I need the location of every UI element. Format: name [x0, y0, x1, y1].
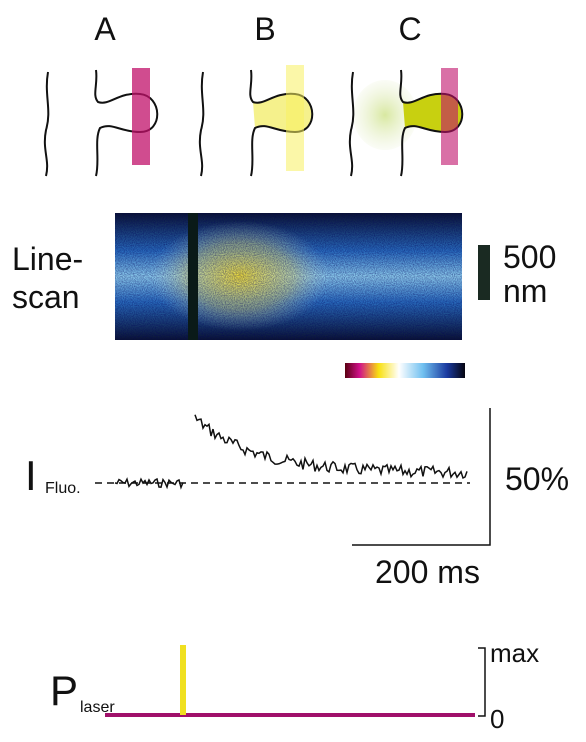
- scale-unit: nm: [503, 273, 547, 309]
- scale-value: 500: [503, 239, 556, 275]
- trace-subscript: Fluo.: [45, 480, 81, 497]
- figure: A B C Line- scan 500 nm I Fluo. 50% 200 …: [0, 0, 586, 742]
- laser-min: 0: [490, 704, 504, 734]
- y-scale-label: 50%: [505, 461, 569, 497]
- colorbar: [345, 363, 465, 378]
- linescan-label: scan: [12, 279, 80, 315]
- fluorescence-trace: [115, 415, 467, 488]
- panel-label: C: [398, 11, 421, 47]
- laser-symbol: P: [50, 667, 78, 714]
- spine-drawing: [350, 68, 462, 176]
- laser-max: max: [490, 638, 539, 668]
- laser-pulse: [180, 645, 186, 715]
- x-scale-label: 200 ms: [375, 554, 480, 590]
- panel-label: A: [94, 11, 116, 47]
- scale-bars: [352, 408, 490, 545]
- spine-drawing: [200, 65, 312, 176]
- trace-symbol: I: [25, 452, 37, 499]
- spine-drawing: [45, 68, 157, 176]
- scale-bar: [478, 245, 490, 300]
- laser-scale: [478, 648, 485, 716]
- panel-label: B: [254, 11, 275, 47]
- linescan-label: Line-: [12, 241, 83, 277]
- linescan-image: [115, 213, 462, 340]
- laser-baseline: [105, 713, 475, 717]
